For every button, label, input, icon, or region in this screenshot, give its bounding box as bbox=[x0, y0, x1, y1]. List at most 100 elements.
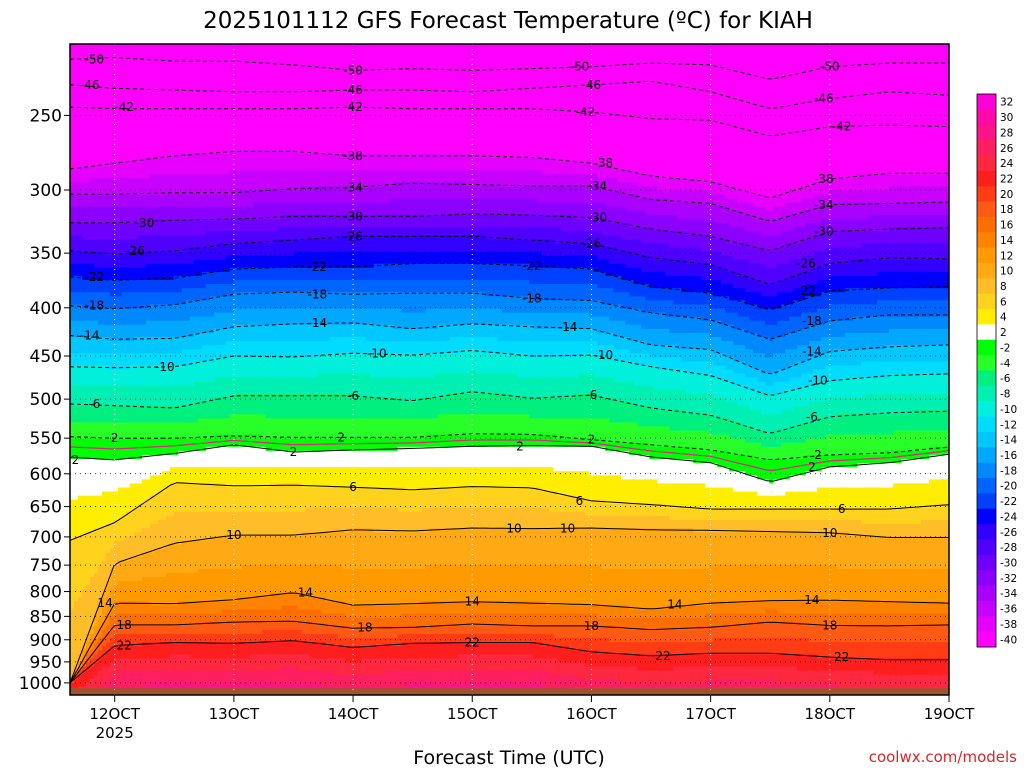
shade-cell bbox=[169, 194, 175, 208]
shade-cell bbox=[349, 568, 355, 607]
shade-cell bbox=[409, 214, 415, 228]
shade-cell bbox=[441, 446, 447, 468]
shade-cell bbox=[133, 178, 139, 196]
shade-cell bbox=[101, 292, 107, 310]
shade-cell bbox=[321, 44, 327, 155]
shade-cell bbox=[461, 373, 467, 395]
shade-cell bbox=[245, 511, 251, 537]
shade-cell bbox=[585, 186, 591, 204]
shade-cell bbox=[257, 393, 263, 415]
shade-cell bbox=[357, 227, 363, 236]
shade-cell bbox=[489, 308, 495, 326]
shade-cell bbox=[293, 239, 299, 253]
shade-cell bbox=[149, 454, 155, 476]
shade-cell bbox=[641, 312, 646, 330]
shade-cell bbox=[533, 528, 539, 566]
shade-cell bbox=[565, 495, 571, 513]
shade-cell bbox=[205, 259, 211, 273]
shade-cell bbox=[661, 214, 666, 232]
shade-cell bbox=[169, 385, 175, 407]
shade-cell bbox=[309, 267, 315, 281]
shade-cell bbox=[517, 397, 523, 415]
shade-cell bbox=[601, 304, 606, 318]
shade-cell bbox=[353, 227, 359, 236]
shade-cell bbox=[461, 263, 467, 281]
shade-cell bbox=[289, 654, 295, 668]
shade-cell bbox=[117, 206, 123, 224]
shade-cell bbox=[205, 511, 211, 541]
shade-cell bbox=[201, 153, 207, 175]
shade-cell bbox=[105, 613, 111, 627]
shade-cell bbox=[193, 349, 199, 362]
shade-cell bbox=[177, 206, 183, 220]
shade-cell bbox=[305, 186, 311, 204]
shade-cell bbox=[293, 654, 299, 668]
shade-cell bbox=[601, 617, 606, 627]
shade-cell bbox=[133, 308, 139, 326]
shade-cell bbox=[241, 218, 247, 232]
shade-cell bbox=[133, 324, 139, 338]
shade-cell bbox=[521, 377, 527, 399]
shade-cell bbox=[217, 231, 223, 244]
shade-cell bbox=[293, 324, 299, 342]
shade-cell bbox=[197, 568, 203, 603]
shade-cell bbox=[345, 153, 351, 171]
shade-cell bbox=[249, 446, 255, 468]
shade-cell bbox=[221, 511, 227, 537]
shade-cell bbox=[185, 483, 191, 513]
shade-cell bbox=[629, 267, 634, 281]
shade-cell bbox=[129, 44, 135, 163]
shade-cell bbox=[469, 507, 475, 529]
shade-cell bbox=[317, 625, 323, 635]
shade-cell bbox=[121, 581, 127, 603]
shade-cell bbox=[273, 308, 279, 326]
shade-cell bbox=[597, 271, 602, 289]
shade-cell bbox=[277, 467, 283, 485]
shade-cell bbox=[205, 174, 211, 196]
shade-cell bbox=[277, 642, 283, 655]
shade-cell bbox=[425, 44, 431, 155]
shade-cell bbox=[597, 438, 602, 448]
shade-cell bbox=[589, 418, 595, 440]
shade-cell bbox=[469, 170, 475, 188]
shade-cell bbox=[197, 288, 203, 301]
shade-cell bbox=[445, 613, 451, 627]
shade-cell bbox=[485, 44, 491, 159]
shade-cell bbox=[425, 292, 431, 310]
shade-cell bbox=[253, 149, 259, 171]
shade-cell bbox=[469, 251, 475, 265]
shade-cell bbox=[225, 296, 231, 314]
shade-cell bbox=[229, 511, 235, 537]
shade-cell bbox=[617, 349, 622, 362]
shade-cell bbox=[121, 459, 127, 489]
shade-cell bbox=[541, 491, 547, 509]
shade-cell bbox=[457, 44, 463, 155]
shade-cell bbox=[401, 251, 407, 265]
shade-cell bbox=[273, 231, 279, 240]
shade-cell bbox=[657, 617, 662, 631]
shade-cell bbox=[545, 467, 551, 493]
shade-cell bbox=[89, 308, 95, 322]
shade-cell bbox=[337, 251, 343, 269]
shade-cell bbox=[269, 654, 275, 672]
shade-cell bbox=[641, 341, 646, 354]
shade-cell bbox=[445, 235, 451, 253]
shade-cell bbox=[449, 353, 455, 375]
shade-cell bbox=[581, 353, 587, 375]
shade-cell bbox=[313, 186, 319, 204]
shade-cell bbox=[341, 44, 347, 155]
shade-cell bbox=[377, 625, 383, 639]
shade-cell bbox=[381, 202, 387, 216]
shade-cell bbox=[209, 536, 215, 570]
shade-cell bbox=[465, 507, 471, 529]
shade-cell bbox=[649, 670, 654, 684]
shade-cell bbox=[105, 524, 111, 554]
shade-cell bbox=[101, 279, 107, 293]
shade-cell bbox=[609, 397, 614, 423]
shade-cell bbox=[153, 613, 159, 627]
shade-cell bbox=[197, 601, 203, 615]
shade-cell bbox=[153, 422, 159, 440]
shade-cell bbox=[489, 467, 495, 489]
shade-cell bbox=[129, 206, 135, 224]
shade-cell bbox=[593, 446, 598, 476]
